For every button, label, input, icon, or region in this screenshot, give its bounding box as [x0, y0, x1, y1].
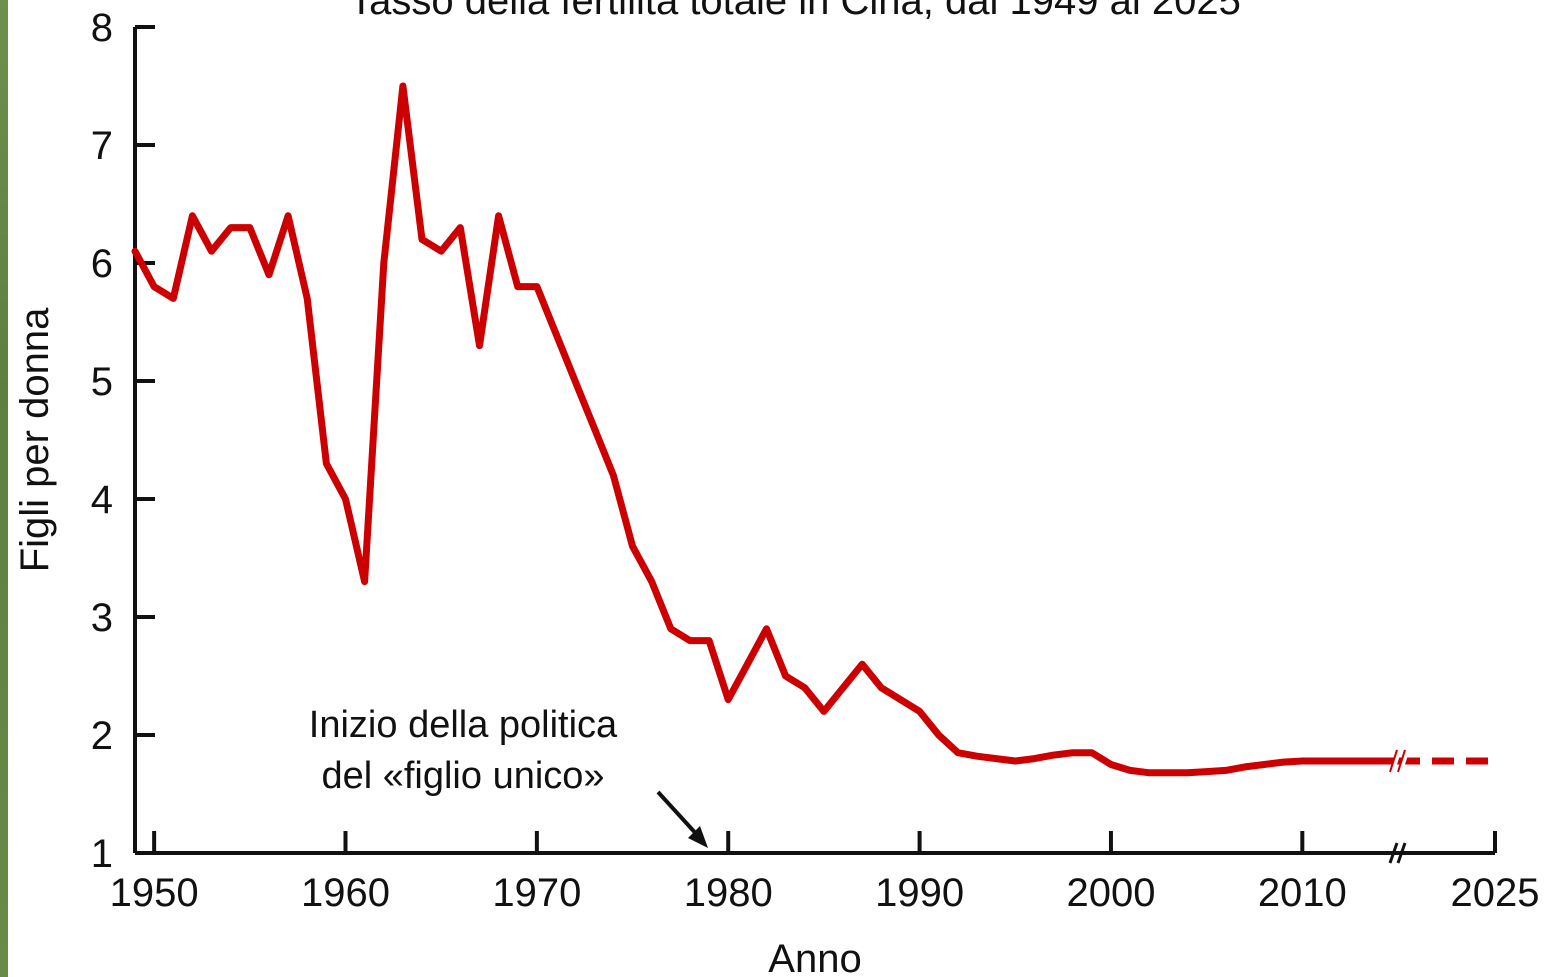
- series-break-gap-1: [1389, 749, 1402, 773]
- x-tick-label-1980: 1980: [684, 871, 773, 915]
- ticks: 1 2 3 4 5 6 7 8 1950 1960 1970 1980 1990 2000 2010 2025: [91, 6, 1540, 915]
- left-decorative-strip: [0, 0, 8, 977]
- y-tick-label-6: 6: [91, 242, 113, 286]
- y-tick-label-3: 3: [91, 596, 113, 640]
- y-tick-label-5: 5: [91, 360, 113, 404]
- y-tick-label-1: 1: [91, 832, 113, 876]
- x-tick-label-1950: 1950: [110, 871, 199, 915]
- series-layer: [131, 82, 1495, 777]
- x-tick-label-2010: 2010: [1258, 871, 1347, 915]
- annotation-arrow-head: [688, 826, 708, 848]
- fertility-series-line: [131, 82, 1402, 777]
- axes: [133, 27, 1495, 864]
- x-tick-label-2000: 2000: [1066, 871, 1155, 915]
- x-axis-break-mark-2: [1396, 842, 1407, 864]
- y-axis-title: Figli per donna: [13, 307, 57, 572]
- x-tick-label-1960: 1960: [301, 871, 390, 915]
- annotation-line1: Inizio della politica: [309, 704, 618, 746]
- x-axis-break-mark-1: [1388, 842, 1399, 864]
- series-break-gap-2: [1397, 749, 1410, 773]
- y-tick-label-4: 4: [91, 478, 113, 522]
- series-break-mark-2: [1397, 749, 1406, 773]
- y-tick-label-2: 2: [91, 714, 113, 758]
- y-tick-label-8: 8: [91, 6, 113, 50]
- x-tick-label-2025: 2025: [1451, 871, 1540, 915]
- annotation-arrow-shaft: [656, 790, 702, 840]
- y-tick-label-7: 7: [91, 124, 113, 168]
- x-tick-label-1970: 1970: [492, 871, 581, 915]
- x-tick-label-1990: 1990: [875, 871, 964, 915]
- series-break-mark-1: [1389, 749, 1398, 773]
- chart-title: Tasso della fertilità totale in Cina, da…: [349, 0, 1241, 23]
- x-axis-title: Anno: [768, 937, 861, 977]
- annotation: Inizio della politica del «figlio unico»: [309, 704, 708, 848]
- annotation-line2: del «figlio unico»: [321, 755, 604, 797]
